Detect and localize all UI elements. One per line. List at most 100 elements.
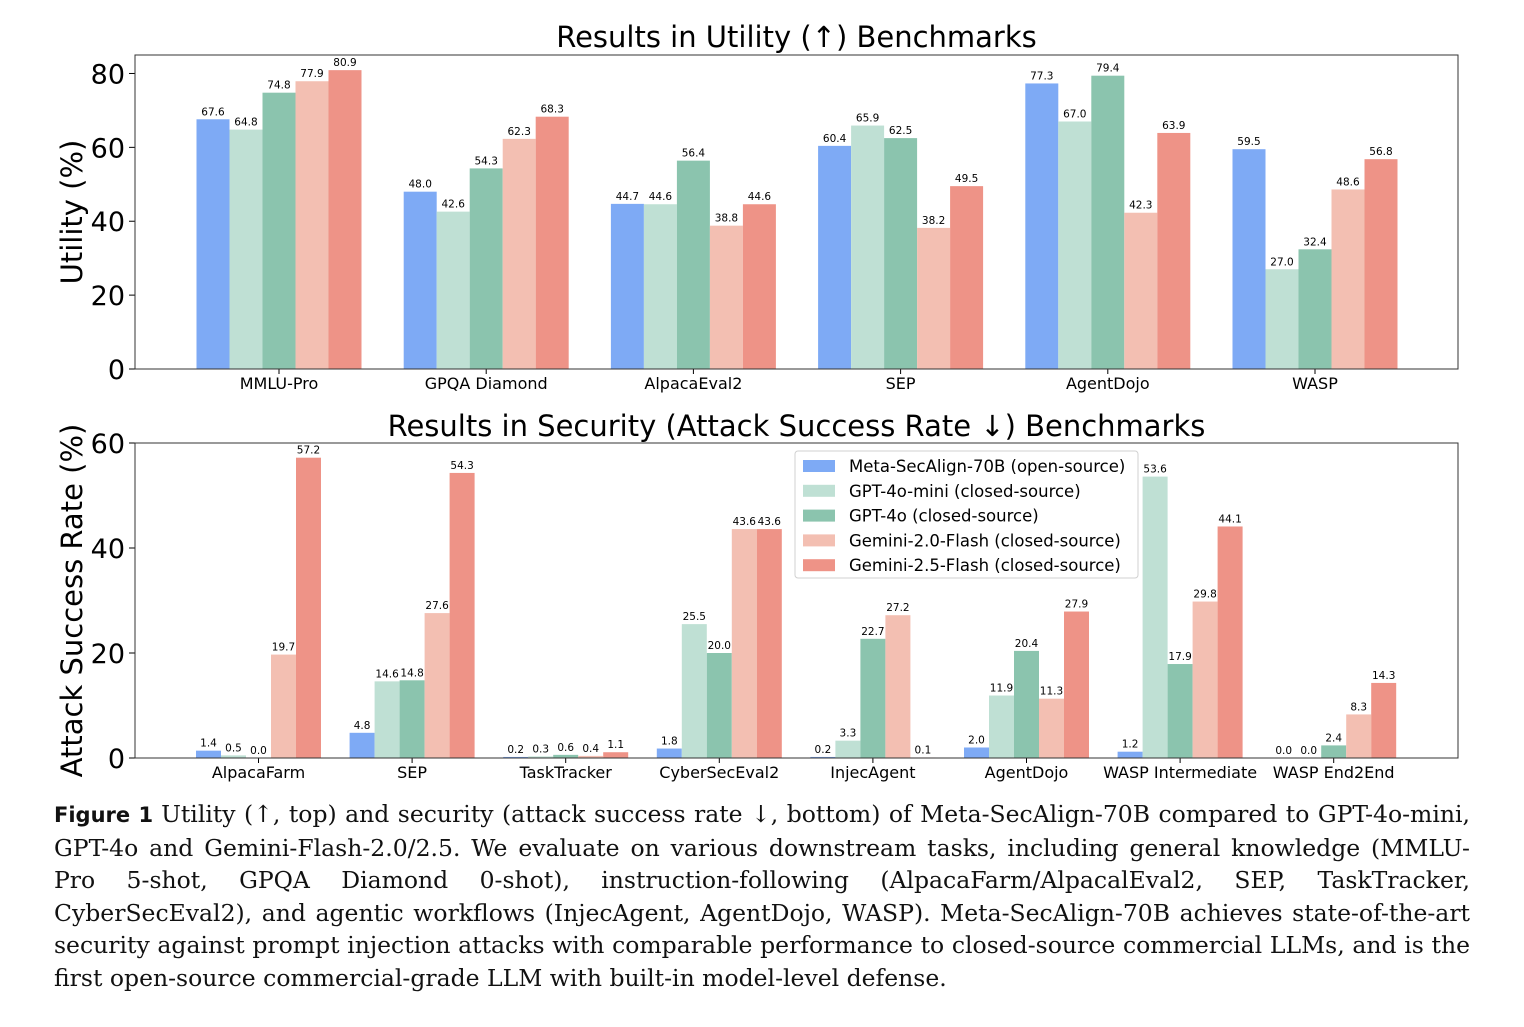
bar-value-label: 64.8 — [234, 117, 257, 129]
bar — [578, 755, 604, 758]
legend-box — [794, 450, 1139, 579]
x-tick-label: AgentDojo — [985, 763, 1069, 782]
bar-value-label: 43.6 — [733, 516, 757, 528]
bar-value-label: 2.0 — [968, 735, 985, 747]
bar — [1265, 269, 1299, 369]
bar — [469, 168, 503, 369]
legend-swatch — [803, 484, 835, 497]
bar — [756, 529, 782, 758]
bar-value-label: 77.9 — [300, 68, 323, 80]
bar-value-label: 77.3 — [1030, 70, 1053, 82]
bar-value-label: 0.1 — [915, 744, 932, 756]
bar-value-label: 59.5 — [1237, 136, 1260, 148]
bar-value-label: 27.6 — [425, 600, 449, 612]
bar — [295, 81, 329, 369]
x-tick-label: MMLU-Pro — [240, 374, 319, 393]
bar — [1217, 526, 1243, 758]
bar-value-label: 53.6 — [1143, 464, 1167, 476]
bar — [502, 138, 536, 369]
x-tick-label: SEP — [886, 374, 916, 393]
bar — [885, 615, 911, 758]
caption-label: Figure 1 — [54, 803, 154, 827]
y-axis-label: Attack Success Rate (%) — [55, 424, 89, 778]
bar-value-label: 79.4 — [1096, 63, 1120, 75]
bar-value-label: 68.3 — [541, 104, 564, 116]
bar — [884, 138, 918, 369]
benchmark-figure: Results in Utility (↑) Benchmarks Utility… — [55, 20, 1459, 782]
bar — [706, 653, 732, 758]
figure-caption: Figure 1 Utility (↑, top) and security (a… — [54, 798, 1470, 994]
bar-value-label: 20.0 — [708, 640, 731, 652]
bar — [1232, 149, 1266, 369]
bar-value-label: 80.9 — [333, 57, 356, 69]
bar-value-label: 42.3 — [1129, 200, 1152, 212]
x-tick-label: WASP End2End — [1273, 763, 1395, 782]
bar — [950, 186, 984, 369]
x-tick-label: InjecAgent — [830, 763, 915, 782]
bar — [535, 116, 569, 369]
bar — [610, 203, 644, 369]
y-tick-label: 0 — [108, 744, 125, 775]
bar-value-label: 25.5 — [683, 611, 706, 623]
bar-value-label: 1.1 — [607, 739, 624, 751]
x-tick-label: SEP — [397, 763, 427, 782]
bar — [818, 145, 852, 369]
y-tick-label: 20 — [91, 639, 125, 670]
bar — [964, 747, 989, 758]
bar — [643, 204, 677, 369]
bar — [1157, 132, 1191, 369]
x-tick-label: TaskTracker — [519, 763, 613, 782]
bar-value-label: 0.2 — [815, 744, 832, 756]
y-axis-label: Utility (%) — [55, 140, 89, 285]
bar — [851, 125, 885, 369]
bar-value-label: 1.2 — [1122, 739, 1139, 751]
bar — [1371, 682, 1397, 758]
bar — [349, 732, 375, 758]
bar — [1025, 83, 1059, 369]
bar-value-label: 56.8 — [1369, 146, 1392, 158]
bar — [229, 129, 263, 369]
bar — [676, 160, 710, 369]
bar-value-label: 27.0 — [1270, 256, 1293, 268]
y-tick-label: 40 — [91, 207, 125, 238]
y-tick-label: 40 — [91, 534, 125, 565]
legend-swatch — [803, 509, 835, 522]
bar-value-label: 14.8 — [400, 667, 423, 679]
bar — [709, 225, 743, 369]
bar-value-label: 62.5 — [889, 125, 912, 137]
bar — [1039, 698, 1064, 758]
utility-chart: Results in Utility (↑) Benchmarks Utility… — [55, 20, 1459, 393]
bar — [296, 457, 321, 758]
security-chart: Results in Security (Attack Success Rate… — [55, 409, 1459, 782]
bar — [1298, 249, 1332, 369]
bar — [681, 624, 707, 758]
bar-value-label: 1.4 — [200, 738, 217, 750]
bar — [1331, 189, 1365, 369]
bar — [262, 92, 296, 370]
bar — [436, 211, 470, 369]
bar-value-label: 65.9 — [856, 113, 879, 125]
bar-value-label: 44.1 — [1218, 513, 1241, 525]
bar-value-label: 3.3 — [840, 728, 857, 740]
legend-label: Meta-SecAlign-70B (open-source) — [849, 457, 1125, 476]
bar — [271, 654, 296, 758]
bar — [449, 472, 475, 758]
bar — [731, 529, 757, 758]
bar-value-label: 57.2 — [297, 445, 320, 457]
x-tick-label: WASP Intermediate — [1103, 763, 1257, 782]
legend-label: Gemini-2.0-Flash (closed-source) — [849, 531, 1121, 550]
y-tick-label: 80 — [91, 59, 125, 90]
bar — [1124, 212, 1158, 369]
x-tick-label: GPQA Diamond — [425, 374, 548, 393]
bar — [1014, 650, 1039, 758]
bar-value-label: 67.0 — [1063, 108, 1086, 120]
legend-swatch — [803, 559, 835, 572]
bar-value-label: 44.6 — [748, 191, 772, 203]
caption-text: Utility (↑, top) and security (attack su… — [54, 800, 1470, 992]
bar-value-label: 60.4 — [823, 133, 847, 145]
bar — [835, 740, 861, 758]
plot-frame — [134, 442, 1459, 759]
bar — [1167, 664, 1193, 758]
bar — [196, 119, 230, 369]
bar — [1346, 714, 1372, 758]
